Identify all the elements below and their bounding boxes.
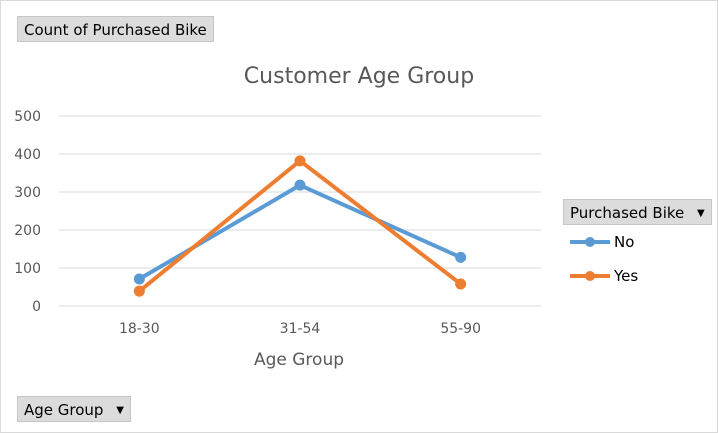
- dropdown-arrow-icon[interactable]: ▼: [116, 404, 124, 416]
- data-point[interactable]: [133, 285, 145, 297]
- legend-field-button[interactable]: Purchased Bike ▼: [563, 199, 712, 225]
- legend-field-label: Purchased Bike: [570, 204, 685, 222]
- value-field-label: Count of Purchased Bike: [24, 21, 207, 39]
- dropdown-arrow-icon[interactable]: ▼: [697, 207, 705, 219]
- series-group: [133, 155, 467, 297]
- y-tick-label: 300: [14, 185, 41, 201]
- data-point[interactable]: [294, 179, 306, 191]
- x-tick-label: 18-30: [119, 321, 160, 337]
- series-line: [137, 183, 463, 282]
- gridlines: [59, 115, 541, 307]
- x-axis-ticks: 18-30 31-54 55-90: [119, 321, 481, 337]
- x-axis-title: Age Group: [254, 350, 344, 370]
- y-tick-label: 100: [14, 261, 41, 277]
- legend-line-icon: [570, 270, 610, 281]
- axis-field-button[interactable]: Age Group ▼: [17, 396, 131, 422]
- legend-item-yes[interactable]: Yes: [568, 266, 639, 285]
- y-tick-label: 0: [32, 299, 41, 315]
- legend-line-icon: [570, 236, 610, 247]
- x-tick-label: 31-54: [280, 321, 321, 337]
- y-tick-label: 500: [14, 109, 41, 125]
- data-point[interactable]: [455, 278, 467, 290]
- data-point[interactable]: [133, 273, 145, 285]
- x-tick-label: 55-90: [440, 321, 481, 337]
- data-point[interactable]: [294, 155, 306, 167]
- legend-label-no: No: [614, 232, 635, 251]
- y-tick-label: 400: [14, 147, 41, 163]
- series-yes: [133, 155, 467, 297]
- legend-label-yes: Yes: [614, 266, 639, 285]
- y-tick-label: 200: [14, 223, 41, 239]
- value-field-button[interactable]: Count of Purchased Bike: [17, 16, 214, 42]
- series-no: [133, 179, 467, 285]
- y-axis-ticks: 0 100 200 300 400 500: [14, 109, 41, 315]
- data-point[interactable]: [455, 251, 467, 263]
- chart-title: Customer Age Group: [244, 64, 474, 89]
- legend-item-no[interactable]: No: [568, 232, 635, 251]
- chart-svg: Customer Age Group 0 100 200 300 400 500 18-3…: [14, 64, 541, 370]
- axis-field-label: Age Group: [24, 401, 104, 419]
